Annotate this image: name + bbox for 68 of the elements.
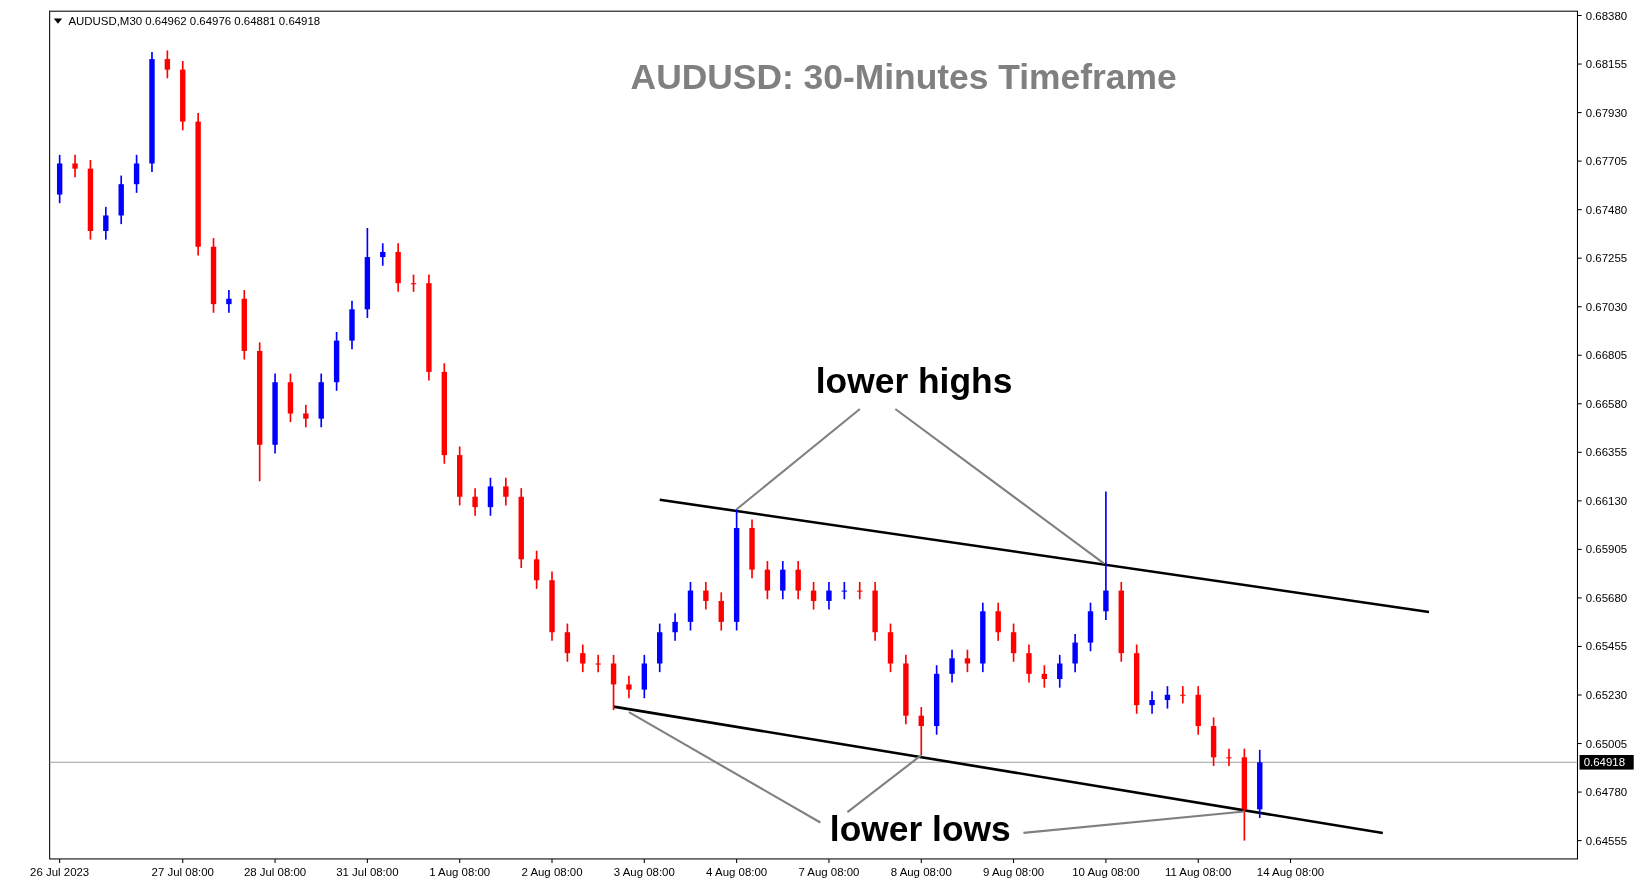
y-tick-label: 0.65230 [1585,689,1628,702]
candlestick [103,206,109,241]
y-tick-label: 0.68155 [1585,58,1628,71]
candlestick [487,476,494,517]
candlestick [533,549,540,590]
x-tick-label: 10 Aug 08:00 [1072,865,1140,878]
candlestick [995,601,1001,642]
candlestick [564,622,571,663]
y-tick-label: 0.66355 [1585,446,1628,459]
annotation: lower lows [829,809,1011,850]
candlestick [780,560,786,601]
ref-line-label: 0.64918 [1583,756,1626,769]
candlestick [303,404,309,429]
candlestick [1072,633,1078,673]
x-tick-label: 28 Jul 08:00 [243,865,307,878]
candlestick [672,612,678,642]
candlestick [964,648,971,673]
y-tick-label: 0.65455 [1585,640,1628,653]
candlestick [72,154,78,179]
y-tick-label: 0.64780 [1585,786,1628,799]
candlestick [718,591,724,632]
candlestick [826,581,832,611]
candlestick [703,581,709,611]
x-tick-label: 9 Aug 08:00 [983,865,1045,878]
x-tick-label: 1 Aug 08:00 [429,865,491,878]
y-tick-label: 0.64555 [1585,834,1628,847]
candlestick [164,49,171,80]
candlestick [1149,690,1155,715]
y-tick-label: 0.65680 [1585,591,1628,604]
candlestick [626,674,632,700]
y-tick-label: 0.67930 [1585,106,1628,119]
x-tick-label: 26 Jul 2023 [30,865,90,878]
candlestick [1103,490,1109,621]
candlestick [795,560,801,601]
x-tick-label: 2 Aug 08:00 [521,865,583,878]
candlestick [580,643,586,673]
x-tick-label: 14 Aug 08:00 [1256,865,1325,878]
candlestick [764,560,771,601]
y-tick-label: 0.66580 [1585,397,1628,410]
y-tick-label: 0.67705 [1585,155,1628,168]
candlestick [226,289,232,314]
candlestick [133,154,140,194]
x-tick-label: 3 Aug 08:00 [613,865,675,878]
annotation: AUDUSD,M30 0.64962 0.64976 0.64881 0.64918 [68,14,321,27]
candlestick [949,648,955,684]
y-tick-label: 0.67030 [1585,300,1628,313]
y-tick-label: 0.68380 [1585,9,1628,22]
y-tick-label: 0.66130 [1585,494,1628,507]
x-tick-label: 27 Jul 08:00 [151,865,214,878]
y-tick-label: 0.67480 [1585,203,1628,216]
candlestick [1180,685,1186,705]
y-tick-label: 0.65905 [1585,543,1628,556]
candlestick [1010,622,1017,663]
candlestick [472,487,478,517]
y-tick-label: 0.67255 [1585,252,1628,265]
x-tick-label: 11 Aug 08:00 [1164,865,1232,878]
y-tick-label: 0.66805 [1585,349,1628,362]
text: AUDUSD: 30-Minutes Timeframe [630,57,1177,98]
candlestick [1026,643,1032,684]
y-tick-label: 0.65005 [1585,737,1628,750]
candlestick [595,654,601,673]
candlestick [1226,747,1232,767]
annotation: lower highs [815,361,1013,402]
x-tick-label: 8 Aug 08:00 [890,865,952,878]
x-tick-label: 7 Aug 08:00 [798,865,860,878]
x-tick-label: 31 Jul 08:00 [336,865,399,878]
x-tick-label: 4 Aug 08:00 [706,865,768,878]
candlestick [503,476,509,507]
